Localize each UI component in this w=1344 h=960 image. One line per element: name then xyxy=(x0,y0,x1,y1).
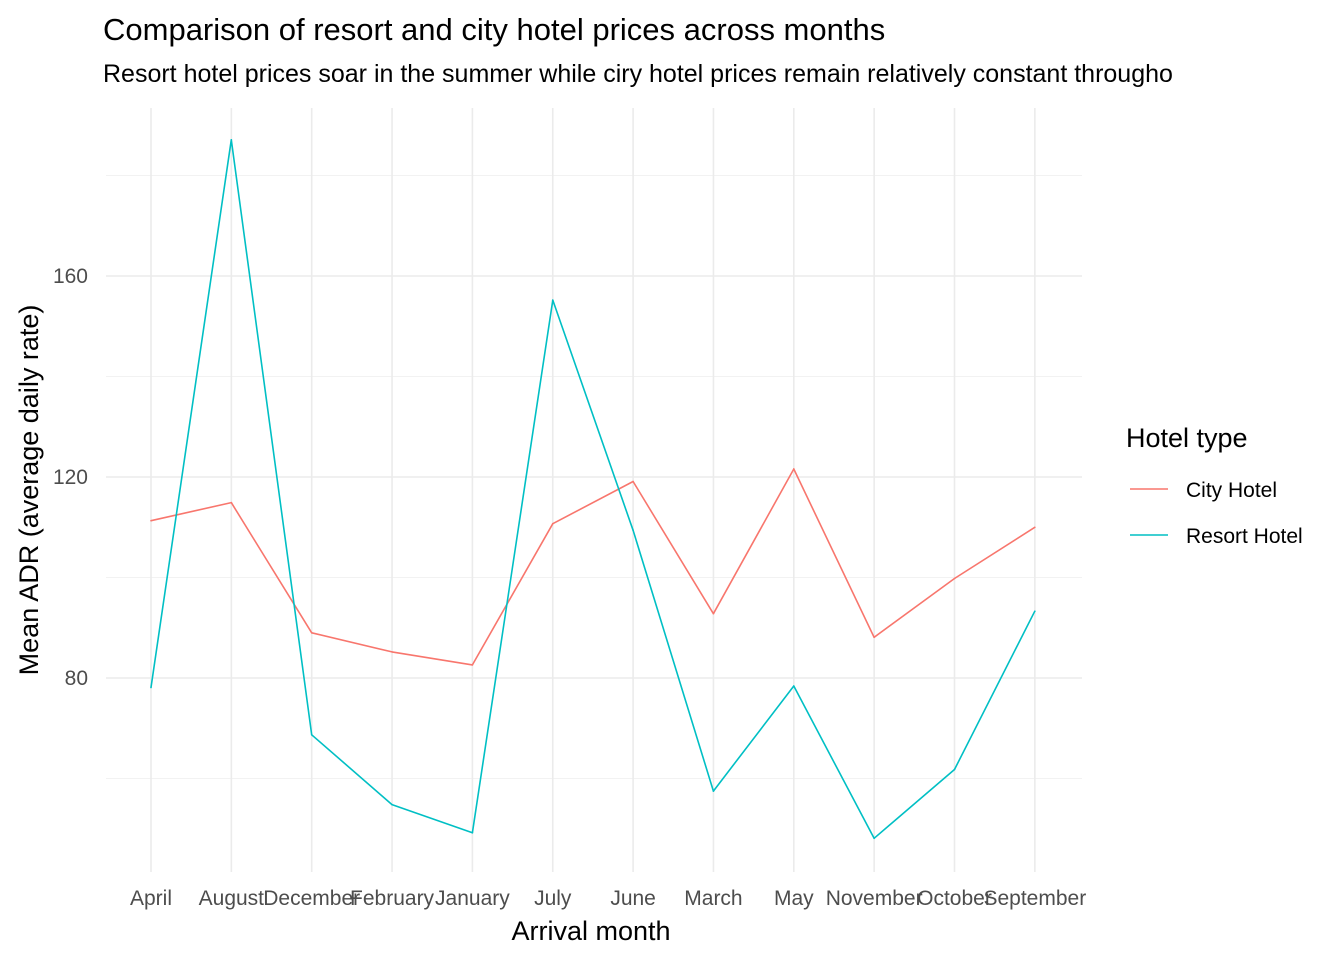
data-point xyxy=(793,468,795,470)
minor-gridlines xyxy=(106,175,1082,779)
data-point xyxy=(471,664,474,666)
series-line-city-hotel xyxy=(150,468,1036,666)
y-axis-ticks: 80 120 160 xyxy=(53,265,88,690)
data-point xyxy=(953,768,956,771)
x-tick-label: October xyxy=(917,887,992,910)
data-point xyxy=(310,631,313,634)
legend-label: City Hotel xyxy=(1186,479,1277,502)
legend: Hotel type City Hotel Resort Hotel xyxy=(1126,423,1303,548)
y-tick-label: 80 xyxy=(65,667,88,690)
chart-subtitle: Resort hotel prices soar in the summer w… xyxy=(103,60,1173,88)
data-point xyxy=(310,733,313,736)
data-point xyxy=(551,522,554,525)
data-point xyxy=(150,519,152,522)
data-point xyxy=(873,636,875,639)
x-tick-label: May xyxy=(774,887,814,910)
x-tick-label: March xyxy=(684,887,742,910)
data-point xyxy=(391,651,393,653)
x-tick-label: September xyxy=(983,887,1086,910)
data-point xyxy=(632,480,634,483)
series-line-resort-hotel xyxy=(150,139,1036,840)
x-axis-title: Arrival month xyxy=(511,916,670,946)
data-point xyxy=(150,686,152,689)
series-layer xyxy=(150,139,1036,840)
y-axis-title: Mean ADR (average daily rate) xyxy=(14,305,44,676)
x-tick-label: November xyxy=(826,887,923,910)
data-point xyxy=(712,790,715,792)
legend-title: Hotel type xyxy=(1126,423,1248,453)
data-point xyxy=(471,831,474,834)
data-point xyxy=(632,529,634,532)
x-tick-label: February xyxy=(350,887,435,910)
data-point xyxy=(230,501,233,504)
y-tick-label: 160 xyxy=(53,265,88,288)
data-point xyxy=(1034,526,1036,529)
x-tick-label: June xyxy=(610,887,656,910)
data-point xyxy=(873,837,875,840)
chart-title: Comparison of resort and city hotel pric… xyxy=(103,12,886,47)
major-gridlines xyxy=(106,108,1082,872)
data-point xyxy=(551,299,554,301)
x-tick-label: January xyxy=(435,887,510,910)
data-point xyxy=(712,612,715,615)
y-tick-label: 120 xyxy=(53,466,88,489)
x-tick-label: December xyxy=(263,887,360,910)
data-point xyxy=(230,139,233,141)
x-tick-label: April xyxy=(130,887,172,910)
data-point xyxy=(391,803,393,806)
data-point xyxy=(953,577,956,580)
x-tick-label: August xyxy=(199,887,265,910)
data-point xyxy=(793,685,795,687)
legend-label: Resort Hotel xyxy=(1186,525,1303,548)
data-point xyxy=(1034,610,1036,612)
x-tick-label: July xyxy=(534,887,572,910)
